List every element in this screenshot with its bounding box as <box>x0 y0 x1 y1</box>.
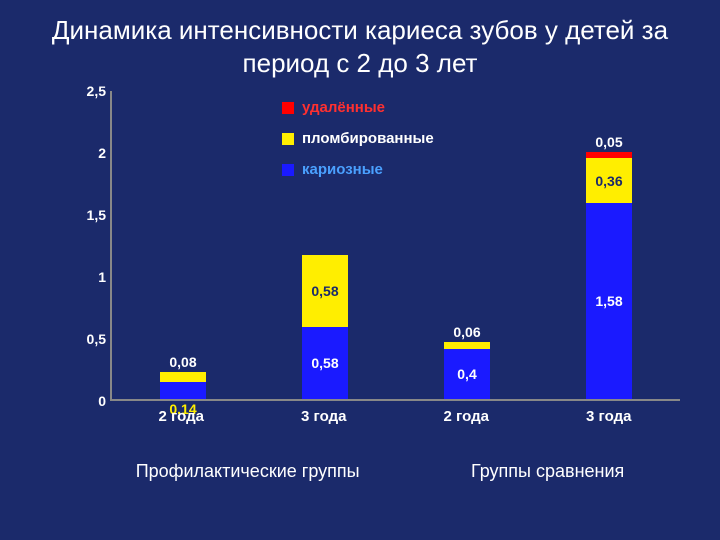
x-axis-label: 3 года <box>569 408 649 425</box>
x-axis-label: 2 года <box>426 408 506 425</box>
x-axis-label: 2 года <box>141 408 221 425</box>
bar-stack <box>586 152 632 399</box>
group-label-left: Профилактические группы <box>136 461 360 482</box>
y-tick: 0 <box>98 393 106 409</box>
bars-container: 0,140,080,580,580,40,061,580,360,05 <box>112 91 680 399</box>
bar-segment-plombirovannye <box>160 372 206 382</box>
y-axis: 00,511,522,5 <box>70 91 110 401</box>
y-tick: 1,5 <box>87 207 106 223</box>
y-tick: 1 <box>98 269 106 285</box>
bar-value-label: 0,36 <box>595 173 622 189</box>
y-tick: 2 <box>98 145 106 161</box>
bar-column: 0,140,08 <box>143 372 223 399</box>
bar-column: 0,40,06 <box>427 342 507 399</box>
x-axis-label: 3 года <box>284 408 364 425</box>
chart-area: 00,511,522,5 удалённыепломбированныекари… <box>70 91 680 431</box>
bar-stack <box>160 372 206 399</box>
bar-segment-plombirovannye <box>444 342 490 349</box>
y-tick: 2,5 <box>87 83 106 99</box>
bar-value-label: 0,58 <box>311 283 338 299</box>
bar-column: 0,58 0,58 <box>285 255 365 399</box>
bar-value-label: 0,4 <box>457 366 476 382</box>
page-title: Динамика интенсивности кариеса зубов у д… <box>0 0 720 83</box>
plot-area: удалённыепломбированныекариозные 0,140,0… <box>110 91 680 401</box>
bar-segment-karioznye <box>160 382 206 399</box>
group-labels-row: Профилактические группы Группы сравнения <box>80 461 680 482</box>
x-axis-labels: 2 года 3 года 2 года 3 года <box>110 401 680 431</box>
group-label-right: Группы сравнения <box>471 461 624 482</box>
bar-column: 1,580,360,05 <box>569 152 649 399</box>
bar-value-label: 0,06 <box>453 324 480 340</box>
bar-value-label: 0,58 <box>311 355 338 371</box>
y-tick: 0,5 <box>87 331 106 347</box>
bar-value-label: 0,08 <box>169 354 196 370</box>
bar-stack <box>302 255 348 399</box>
bar-value-label: 1,58 <box>595 293 622 309</box>
bar-value-label: 0,05 <box>595 134 622 150</box>
